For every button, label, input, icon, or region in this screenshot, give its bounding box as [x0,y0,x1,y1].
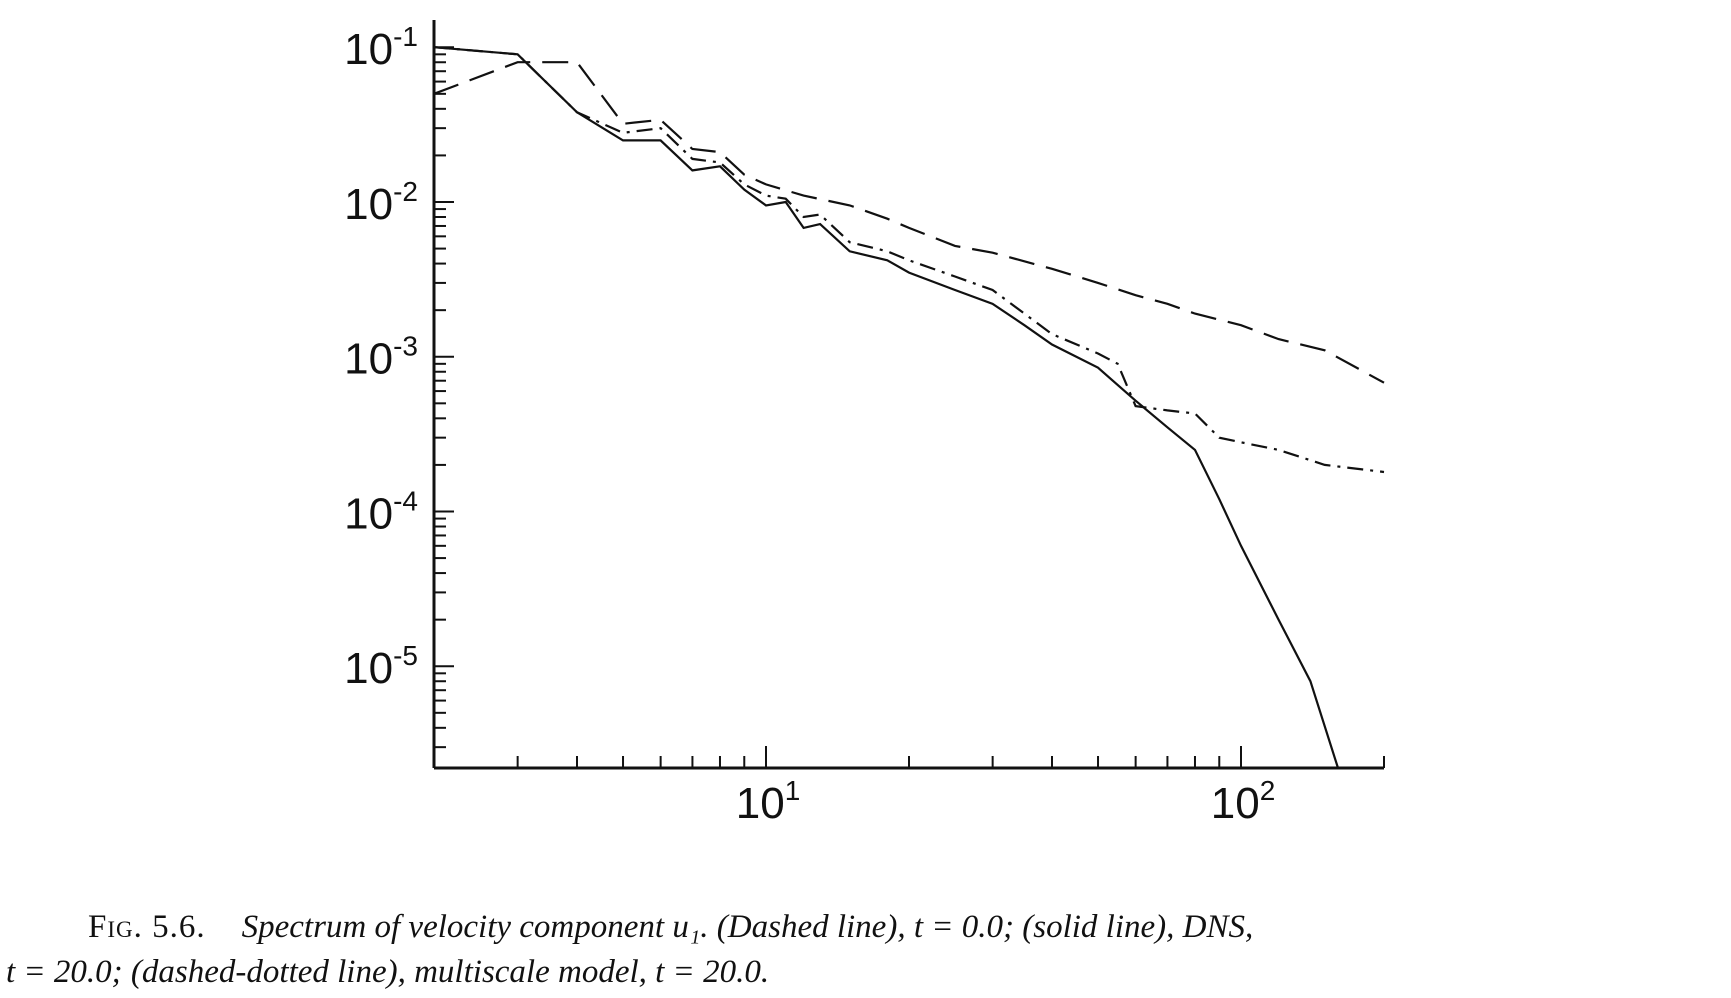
spectrum-chart: 10-1 10-2 10-3 10-4 10-5 101 102 [344,20,1385,828]
x-tick-label: 102 [1211,775,1276,828]
caption-line-2: t = 20.0; (dashed-dotted line), multisca… [6,954,770,990]
y-tick-label: 10-1 [344,21,418,74]
caption-line-1: Fig. 5.6. Spectrum of velocity component … [0,905,1731,950]
figure-caption: Fig. 5.6. Spectrum of velocity component … [0,905,1731,995]
y-tick-label: 10-2 [344,176,418,229]
series-line-dash-dot [433,46,1385,474]
tick-labels: 10-1 10-2 10-3 10-4 10-5 101 102 [344,21,1275,828]
series-line-solid [433,46,1340,769]
ticks [433,46,1385,768]
caption-text-1: Spectrum of velocity component u₁. (Dash… [241,909,1254,945]
y-tick-label: 10-5 [344,640,418,693]
y-tick-label: 10-4 [344,485,418,538]
caption-label: Fig. 5.6. [88,909,206,945]
series-group [433,46,1385,769]
axes [432,20,1384,770]
x-tick-label: 101 [736,775,801,828]
y-tick-label: 10-3 [344,331,418,384]
series-line-dashed [433,61,1385,384]
